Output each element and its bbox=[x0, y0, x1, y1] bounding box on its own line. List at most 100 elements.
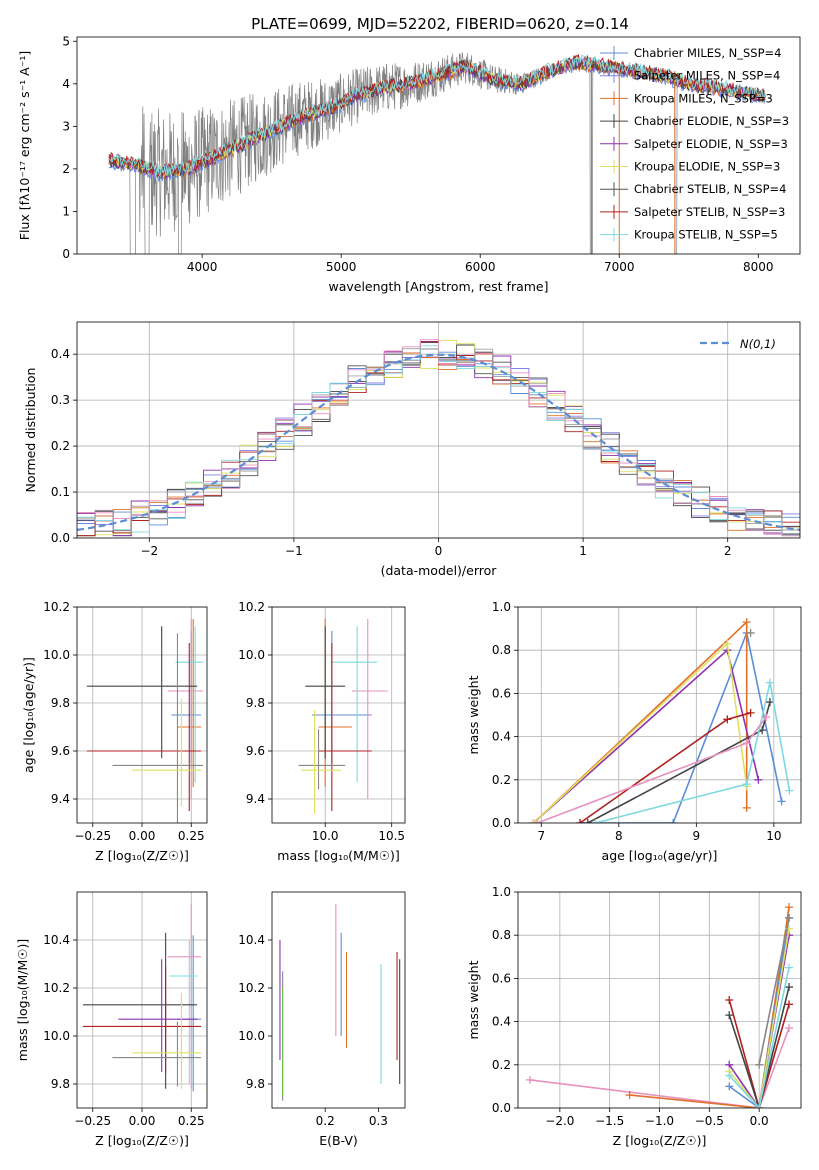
plus-marker bbox=[765, 698, 774, 707]
x-tick-label: −2.0 bbox=[545, 1114, 574, 1128]
y-axis-label: mass [log₁₀(M/M☉)] bbox=[15, 939, 30, 1061]
error-bar-point bbox=[311, 631, 372, 763]
y-tick-label: 9.6 bbox=[246, 744, 265, 758]
x-tick-label: 0.0 bbox=[750, 1114, 769, 1128]
plus-marker bbox=[785, 903, 794, 912]
x-tick-label: 4000 bbox=[187, 260, 218, 274]
series-line bbox=[728, 986, 790, 1108]
plus-marker bbox=[525, 1075, 534, 1084]
series-line bbox=[529, 1027, 790, 1108]
y-tick-label: 0.2 bbox=[492, 773, 511, 787]
plus-marker bbox=[723, 715, 732, 724]
series-line bbox=[595, 682, 791, 823]
plus-marker bbox=[785, 1024, 794, 1033]
axes-frame bbox=[517, 891, 802, 1109]
legend-label: Kroupa MILES, N_SSP=3 bbox=[634, 91, 773, 105]
x-axis-label: wavelength [Angstrom, rest frame] bbox=[328, 279, 548, 294]
plus-marker bbox=[785, 963, 794, 972]
error-bar-point bbox=[169, 940, 198, 1084]
series-line bbox=[579, 712, 751, 823]
x-tick-label: 8 bbox=[615, 829, 623, 843]
plus-marker bbox=[725, 1071, 734, 1080]
gaussian-curve bbox=[77, 353, 800, 531]
legend-label: Chabrier STELIB, N_SSP=4 bbox=[634, 182, 786, 196]
legend: Chabrier MILES, N_SSP=4 Salpeter MILES, N… bbox=[600, 46, 789, 242]
x-tick-label: 7000 bbox=[604, 260, 635, 274]
y-tick-label: 0.8 bbox=[492, 643, 511, 657]
plus-marker bbox=[576, 819, 585, 823]
plus-marker bbox=[765, 678, 774, 687]
plot-area bbox=[272, 607, 405, 823]
y-tick-label: 1.0 bbox=[492, 600, 511, 614]
y-axis-label: Flux [fλ10⁻¹⁷ erg cm⁻² s⁻¹ A⁻¹] bbox=[17, 51, 32, 240]
y-tick-label: 1.0 bbox=[492, 885, 511, 899]
x-tick-label: 1 bbox=[579, 544, 587, 558]
y-tick-label: 10.0 bbox=[43, 648, 70, 662]
y-axis-label: mass weight bbox=[466, 675, 481, 754]
series-line bbox=[629, 906, 790, 1108]
series-line bbox=[537, 716, 767, 823]
legend-label: Kroupa STELIB, N_SSP=5 bbox=[634, 228, 778, 242]
error-bar-point bbox=[82, 932, 198, 1089]
plus-marker bbox=[742, 618, 751, 627]
error-bar-point bbox=[167, 904, 202, 1089]
x-tick-label: 0.25 bbox=[178, 829, 205, 843]
x-axis-label: mass [log₁₀(M/M☉)] bbox=[277, 848, 399, 863]
x-tick-label: 7 bbox=[537, 829, 545, 843]
x-axis-label: Z [log₁₀(Z/Z☉)] bbox=[95, 848, 189, 863]
plus-marker bbox=[785, 1000, 794, 1009]
y-tick-label: 10.2 bbox=[43, 600, 70, 614]
chart-age_vs_Z: −0.25 0.00 0.25 9.4 9.6 9.8 10.0 10.2 Z [log₁₀(Z… bbox=[21, 600, 208, 863]
y-tick-label: 0.1 bbox=[51, 485, 70, 499]
y-axis-label: mass weight bbox=[466, 960, 481, 1039]
x-tick-label: 0 bbox=[435, 544, 443, 558]
series-line bbox=[728, 917, 790, 1108]
series-line bbox=[728, 967, 790, 1108]
x-tick-label: 5000 bbox=[326, 260, 357, 274]
mass-weight-series bbox=[755, 913, 794, 1069]
x-tick-label: 6000 bbox=[465, 260, 496, 274]
error-bar-point bbox=[112, 633, 204, 823]
legend-label: Salpeter MILES, N_SSP=4 bbox=[634, 69, 780, 83]
legend-label: Chabrier MILES, N_SSP=4 bbox=[634, 46, 781, 60]
y-tick-label: 10.0 bbox=[43, 1029, 70, 1043]
chart-layers: 4000 5000 6000 7000 8000 0 1 2 3 4 5 wavelength [An… bbox=[15, 34, 802, 1148]
series-line bbox=[728, 999, 790, 1108]
plus-marker bbox=[725, 996, 734, 1004]
plus-marker bbox=[762, 713, 771, 722]
plus-marker bbox=[755, 1104, 764, 1108]
x-tick-label: 0.2 bbox=[316, 1114, 335, 1128]
plus-marker bbox=[533, 819, 542, 823]
mass-weight-series bbox=[533, 713, 771, 823]
plus-marker bbox=[755, 1060, 764, 1069]
mass-weight-series bbox=[725, 963, 794, 1108]
axes-frame bbox=[76, 606, 208, 824]
y-tick-label: 0 bbox=[62, 247, 70, 261]
x-axis-label: (data-model)/error bbox=[381, 563, 498, 578]
plus-marker bbox=[529, 819, 538, 823]
axes-frame bbox=[271, 891, 406, 1109]
y-tick-label: 9.8 bbox=[51, 1077, 70, 1091]
plus-marker bbox=[754, 775, 763, 784]
x-tick-label: −1 bbox=[285, 544, 303, 558]
plot-area bbox=[518, 607, 801, 823]
mass-weight-series bbox=[746, 628, 755, 637]
y-tick-label: 2 bbox=[62, 162, 70, 176]
plus-marker bbox=[785, 913, 794, 922]
chart-residual_hist: −2 −1 0 1 2 0.0 0.1 0.2 0.3 0.4 (data-model)/error… bbox=[23, 321, 801, 578]
x-tick-label: −0.25 bbox=[74, 829, 111, 843]
plus-marker bbox=[725, 1011, 734, 1020]
y-tick-label: 10.2 bbox=[43, 981, 70, 995]
plus-marker bbox=[785, 983, 794, 992]
plus-marker bbox=[742, 803, 751, 812]
y-tick-label: 9.8 bbox=[246, 1077, 265, 1091]
y-tick-label: 10.0 bbox=[238, 648, 265, 662]
plot-area bbox=[108, 52, 766, 254]
plus-marker bbox=[625, 1091, 634, 1100]
chart-age_vs_mass: 10.0 10.5 9.4 9.6 9.8 10.0 10.2 mass [log₁₀(M/M… bbox=[238, 600, 406, 863]
series-line bbox=[728, 928, 790, 1108]
x-tick-label: 10 bbox=[766, 829, 781, 843]
error-bar-point bbox=[305, 626, 346, 759]
axes-frame bbox=[517, 606, 802, 824]
